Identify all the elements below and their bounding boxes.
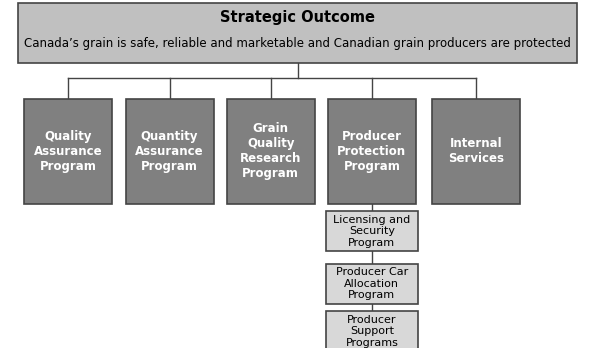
Text: Producer
Protection
Program: Producer Protection Program	[337, 130, 406, 173]
FancyBboxPatch shape	[126, 99, 214, 204]
Text: Producer Car
Allocation
Program: Producer Car Allocation Program	[336, 267, 408, 300]
Text: Internal
Services: Internal Services	[448, 137, 504, 165]
FancyBboxPatch shape	[328, 99, 416, 204]
Text: Quantity
Assurance
Program: Quantity Assurance Program	[135, 130, 204, 173]
FancyBboxPatch shape	[432, 99, 520, 204]
FancyBboxPatch shape	[227, 99, 315, 204]
FancyBboxPatch shape	[326, 311, 418, 348]
Text: Producer
Support
Programs: Producer Support Programs	[346, 315, 398, 348]
FancyBboxPatch shape	[326, 211, 418, 251]
Text: Licensing and
Security
Program: Licensing and Security Program	[333, 215, 411, 248]
Text: Strategic Outcome: Strategic Outcome	[220, 10, 375, 25]
FancyBboxPatch shape	[24, 99, 112, 204]
Text: Canada’s grain is safe, reliable and marketable and Canadian grain producers are: Canada’s grain is safe, reliable and mar…	[24, 37, 571, 50]
FancyBboxPatch shape	[326, 264, 418, 303]
Text: Quality
Assurance
Program: Quality Assurance Program	[34, 130, 103, 173]
Text: Grain
Quality
Research
Program: Grain Quality Research Program	[240, 122, 302, 180]
FancyBboxPatch shape	[18, 3, 577, 63]
